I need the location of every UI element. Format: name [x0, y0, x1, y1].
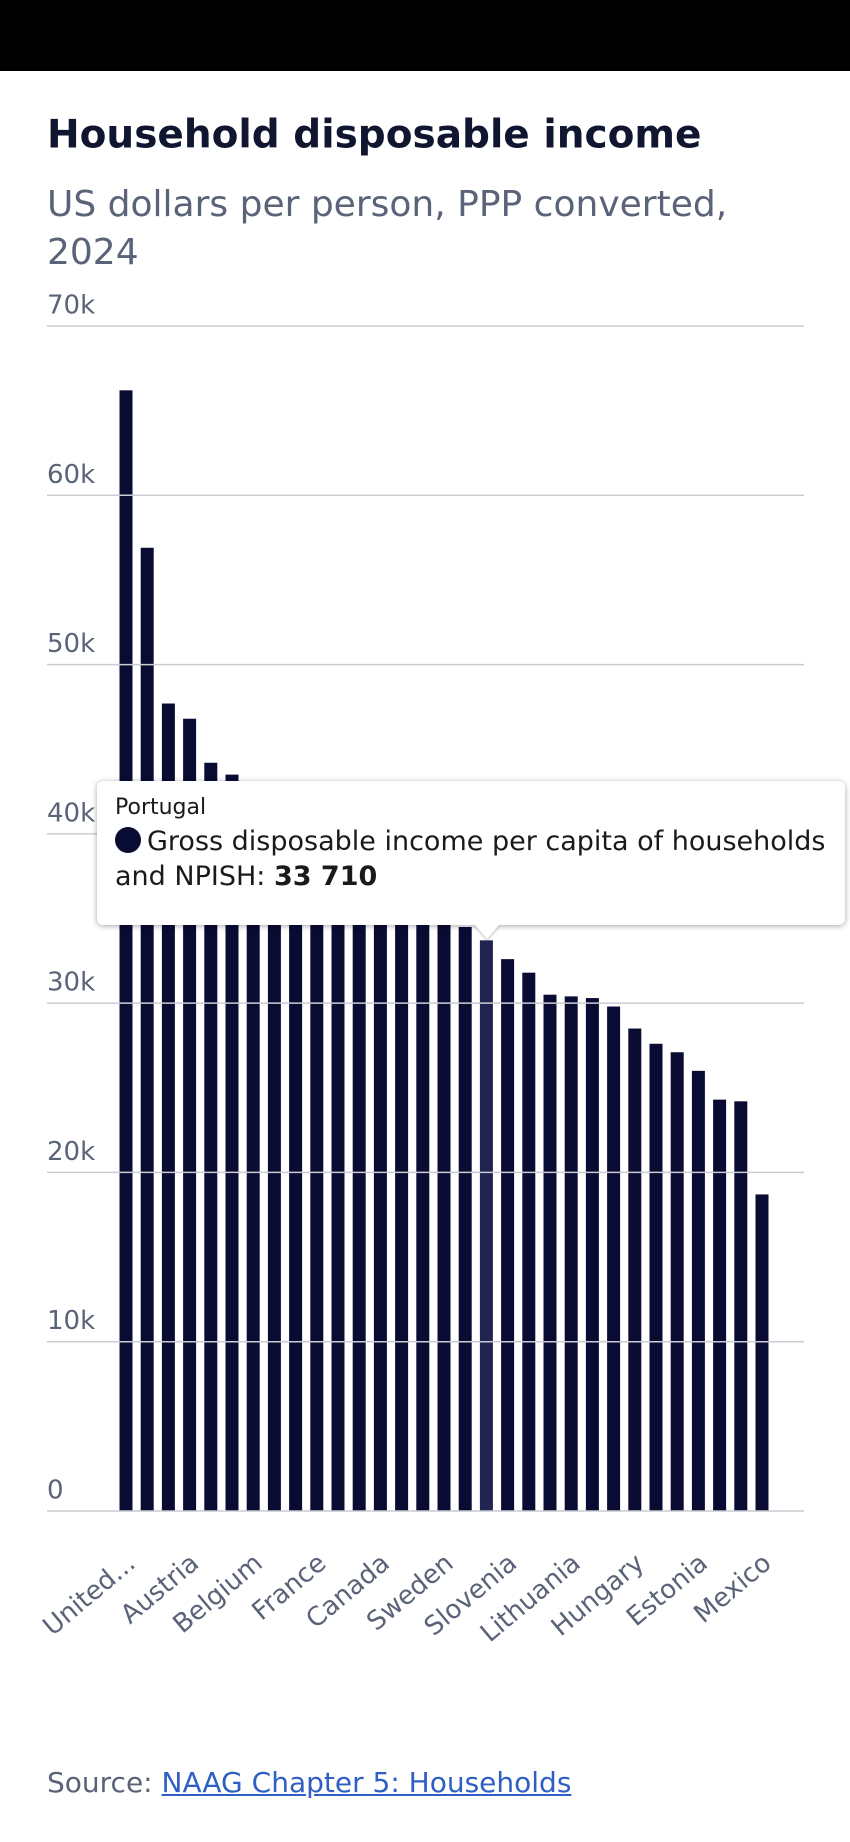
chart-title: Household disposable income	[47, 113, 701, 158]
chart-subtitle: US dollars per person, PPP converted, 202…	[47, 184, 727, 273]
bar	[670, 1052, 684, 1511]
bar	[564, 996, 578, 1511]
bar	[649, 1043, 663, 1511]
bar	[437, 910, 451, 1511]
subtitle-line: US dollars per person, PPP converted,	[47, 184, 727, 225]
source-link[interactable]: NAAG Chapter 5: Households	[161, 1766, 572, 1799]
x-tick-label: United...	[38, 1548, 142, 1642]
bar	[267, 808, 281, 1511]
bar	[628, 1028, 642, 1511]
bar	[204, 762, 218, 1511]
bar	[140, 547, 154, 1511]
source: Source: NAAG Chapter 5: Households	[47, 1766, 571, 1799]
tooltip-value: 33 710	[273, 861, 378, 892]
y-tick-label: 20k	[47, 1137, 95, 1167]
bar	[585, 998, 599, 1511]
bar	[543, 994, 557, 1511]
bar	[691, 1070, 705, 1511]
y-tick-label: 50k	[47, 629, 95, 659]
source-label: Source:	[47, 1766, 153, 1799]
bar	[458, 926, 472, 1511]
bar	[522, 972, 536, 1511]
tooltip-series: Gross disposable income per capita of ho…	[115, 826, 826, 892]
y-tick-label: 60k	[47, 460, 95, 490]
tooltip-category: Portugal	[115, 795, 207, 820]
bar	[331, 847, 345, 1511]
bar	[416, 896, 430, 1511]
y-tick-label: 10k	[47, 1306, 95, 1336]
bar	[713, 1099, 727, 1511]
tooltip-dot	[115, 827, 141, 853]
tooltip: Portugal Gross disposable income per cap…	[97, 781, 845, 925]
bar	[755, 1194, 769, 1511]
bar	[289, 820, 303, 1511]
bar	[373, 871, 387, 1511]
y-tick-label: 40k	[47, 798, 95, 828]
y-tick-label: 70k	[47, 291, 95, 321]
bar	[246, 791, 260, 1511]
bar	[225, 774, 239, 1511]
tooltip-line: Gross disposable income per capita of ho…	[115, 824, 827, 894]
y-tick-label: 0	[47, 1476, 64, 1506]
bar	[734, 1101, 748, 1511]
bar	[501, 959, 515, 1511]
y-tick-label: 30k	[47, 968, 95, 998]
bar	[119, 390, 133, 1511]
bar	[479, 940, 493, 1511]
status-bar	[0, 0, 850, 71]
bar	[352, 859, 366, 1511]
subtitle-line: 2024	[47, 232, 139, 273]
bar	[395, 884, 409, 1511]
bar	[607, 1006, 621, 1511]
tooltip-arrow	[474, 924, 500, 939]
